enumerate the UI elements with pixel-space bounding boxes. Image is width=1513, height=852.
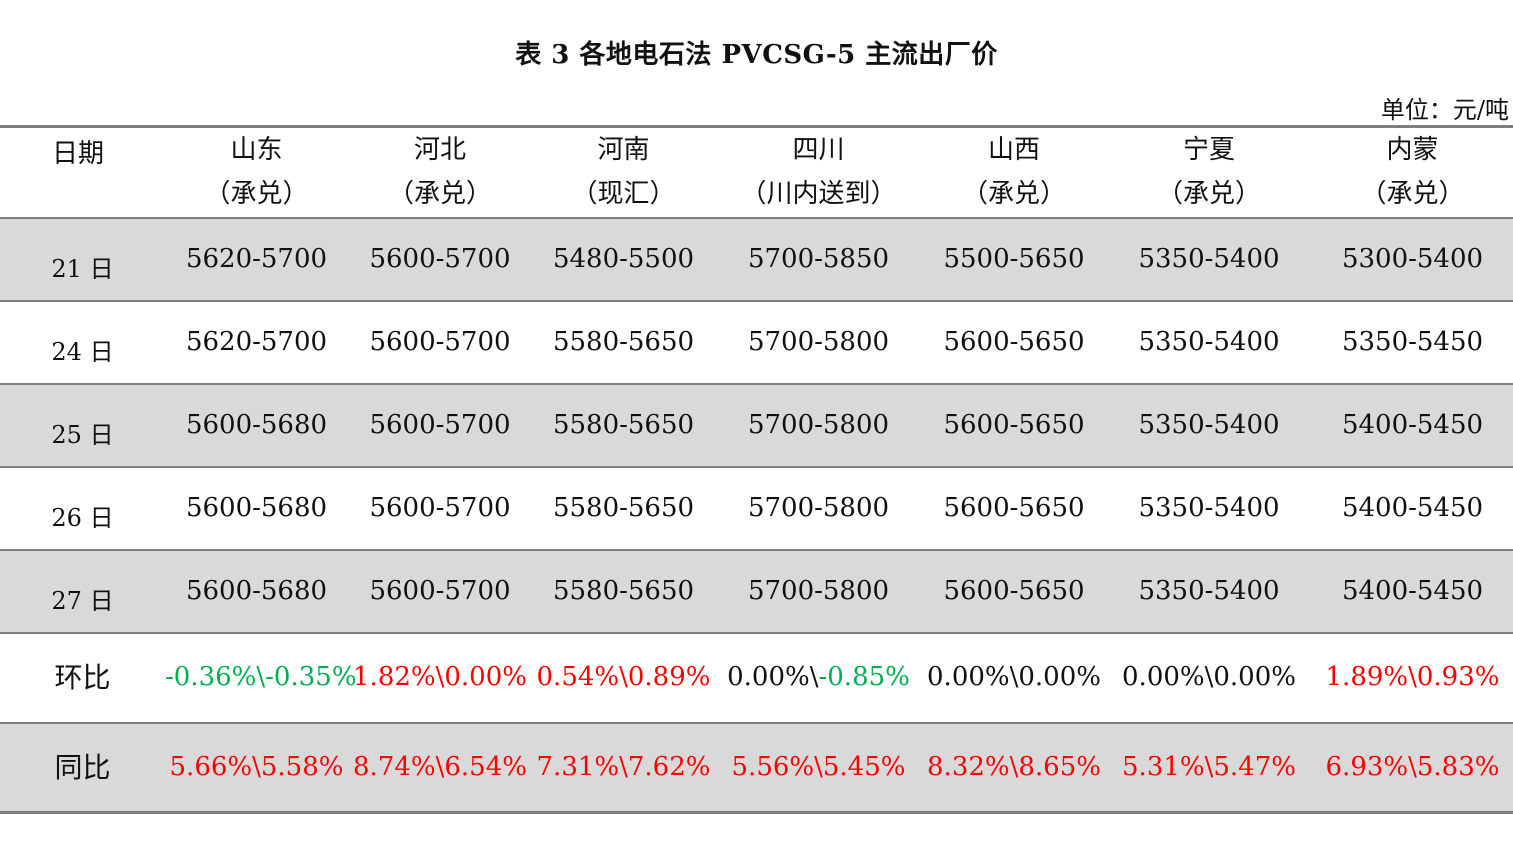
price-cell: 5600-5700 [369, 410, 511, 440]
mom-label: 环比 [54, 661, 111, 694]
header-shandong: 山东 （承兑） [204, 135, 309, 210]
unit-label: 单位：元/吨 [1380, 96, 1509, 124]
header-ningxia: 宁夏 （承兑） [1156, 135, 1261, 210]
mom-cell: 1.82%\0.00% [353, 662, 527, 692]
date-cell: 25 日 [51, 420, 114, 449]
date-cell: 24 日 [51, 337, 114, 366]
price-cell: 5600-5700 [369, 576, 511, 606]
yoy-cell: 5.31%\5.47% [1122, 751, 1296, 782]
mom-row: 环比 -0.36%\-0.35% 1.82%\0.00% 0.54%\0.89%… [0, 633, 1513, 723]
table-title: 表 3 各地电石法 PVCSG-5 主流出厂价 [515, 40, 998, 70]
price-cell: 5500-5650 [943, 244, 1085, 274]
price-cell: 5400-5450 [1341, 576, 1484, 606]
price-cell: 5350-5400 [1138, 327, 1280, 357]
price-cell: 5600-5650 [943, 576, 1085, 606]
price-cell: 5600-5700 [369, 327, 511, 357]
header-sichuan: 四川 （川内送到） [740, 135, 897, 210]
price-cell: 5600-5680 [185, 493, 328, 523]
date-cell: 26 日 [51, 503, 114, 532]
price-cell: 5700-5800 [747, 410, 890, 440]
price-cell: 5700-5800 [747, 576, 890, 606]
mom-cell: 0.00%\-0.85% [727, 662, 910, 692]
date-cell: 27 日 [51, 586, 114, 615]
price-cell: 5620-5700 [185, 327, 328, 357]
price-cell: 5600-5650 [943, 410, 1085, 440]
header-date: 日期 [52, 139, 105, 169]
mom-cell: 0.00%\0.00% [1122, 662, 1296, 692]
price-cell: 5350-5400 [1138, 244, 1280, 274]
price-cell: 5600-5680 [185, 576, 328, 606]
price-cell: 5350-5450 [1341, 327, 1484, 357]
header-neimeng: 内蒙 （承兑） [1360, 135, 1465, 210]
yoy-cell: 5.56%\5.45% [731, 751, 906, 782]
yoy-cell: 5.66%\5.58% [169, 751, 344, 782]
table-row: 25 日 5600-5680 5600-5700 5580-5650 5700-… [0, 383, 1513, 467]
date-cell: 21 日 [51, 254, 114, 283]
mom-cell: 0.00%\0.00% [927, 662, 1101, 692]
price-cell: 5580-5650 [552, 576, 695, 606]
yoy-cell: 8.32%\8.65% [927, 751, 1101, 782]
price-cell: 5600-5700 [369, 244, 511, 274]
table-row: 26 日 5600-5680 5600-5700 5580-5650 5700-… [0, 467, 1513, 550]
table-row: 27 日 5600-5680 5600-5700 5580-5650 5700-… [0, 549, 1513, 633]
price-cell: 5400-5450 [1341, 493, 1484, 523]
price-cell: 5350-5400 [1138, 576, 1280, 606]
price-cell: 5350-5400 [1138, 410, 1280, 440]
yoy-cell: 6.93%\5.83% [1325, 751, 1500, 782]
price-cell: 5700-5850 [747, 244, 890, 274]
price-cell: 5400-5450 [1341, 410, 1484, 440]
price-cell: 5600-5650 [943, 327, 1085, 357]
header-henan: 河南 （现汇） [571, 135, 676, 210]
header-shanxi: 山西 （承兑） [961, 135, 1066, 210]
yoy-cell: 8.74%\6.54% [353, 751, 527, 782]
price-cell: 5700-5800 [747, 327, 890, 357]
price-cell: 5580-5650 [552, 493, 695, 523]
yoy-label: 同比 [54, 750, 111, 784]
header-row: 日期 山东 （承兑） 河北 （承兑） 河南 （现汇） 四川 （川内送到） 山西 （承兑） … [0, 126, 1513, 218]
yoy-cell: 7.31%\7.62% [536, 751, 711, 782]
price-cell: 5600-5680 [185, 410, 328, 440]
mom-cell: 0.54%\0.89% [536, 662, 711, 692]
mom-cell: -0.36%\-0.35% [165, 662, 357, 692]
price-table: 日期 山东 （承兑） 河北 （承兑） 河南 （现汇） 四川 （川内送到） 山西 （承兑） … [0, 125, 1513, 814]
yoy-row: 同比 5.66%\5.58% 8.74%\6.54% 7.31%\7.62% 5… [0, 722, 1513, 813]
price-cell: 5350-5400 [1138, 493, 1280, 523]
price-cell: 5580-5650 [552, 327, 695, 357]
mom-cell: 1.89%\0.93% [1325, 662, 1500, 692]
price-cell: 5300-5400 [1341, 244, 1484, 274]
price-cell: 5600-5650 [943, 493, 1085, 523]
header-hebei: 河北 （承兑） [387, 135, 492, 210]
table-row: 21 日 5620-5700 5600-5700 5480-5500 5700-… [0, 217, 1513, 301]
price-cell: 5600-5700 [369, 493, 511, 523]
price-cell: 5580-5650 [552, 410, 695, 440]
table-row: 24 日 5620-5700 5600-5700 5580-5650 5700-… [0, 301, 1513, 384]
price-cell: 5620-5700 [185, 244, 328, 274]
price-cell: 5700-5800 [747, 493, 890, 523]
price-cell: 5480-5500 [552, 244, 695, 274]
